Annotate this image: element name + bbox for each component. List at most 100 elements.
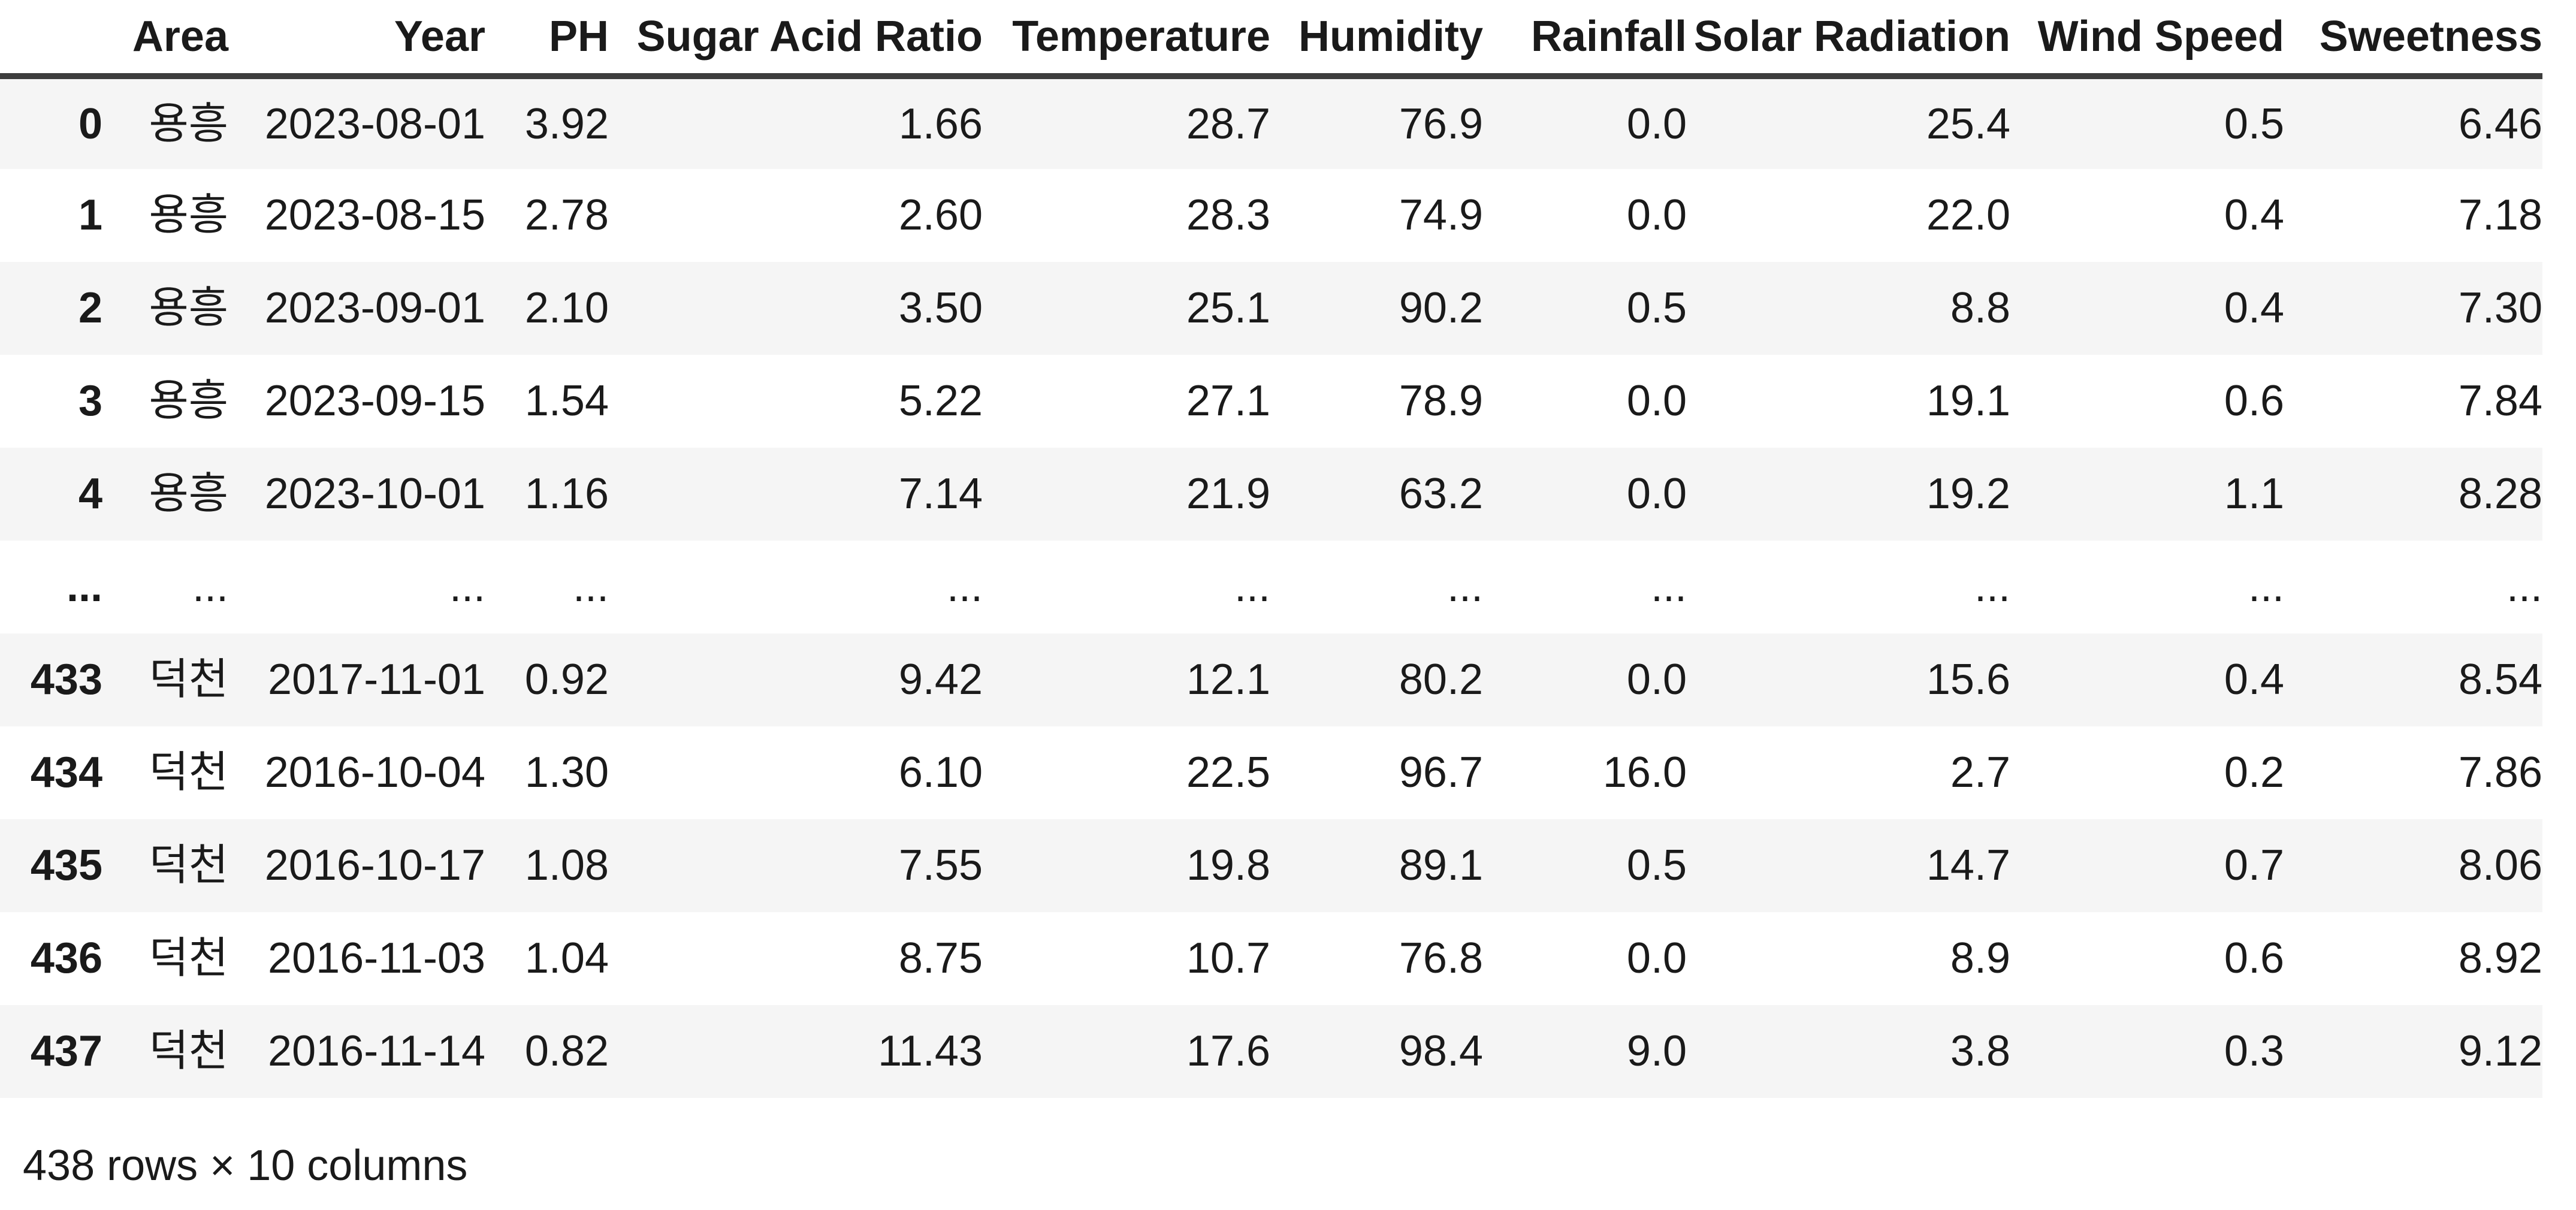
- column-header: Wind Speed: [2010, 0, 2284, 79]
- table-cell: 8.8: [1950, 284, 2010, 333]
- column-header: Sugar Acid Ratio: [609, 0, 983, 79]
- column-header: Rainfall: [1483, 0, 1687, 79]
- table-row: 435 덕천 2016-10-17 1.08 7.55 19.8 89.1 0.5 14.7 0.…: [0, 819, 2542, 912]
- table-cell: 6.10: [898, 749, 983, 797]
- table-cell: 3.92: [524, 99, 609, 148]
- table-cell: 용흥: [149, 99, 228, 148]
- table-cell: 2023-09-01: [264, 284, 485, 333]
- table-row: 2 용흥 2023-09-01 2.10 3.50 25.1 90.2 0.5 8.8 0.4 7.…: [0, 262, 2542, 355]
- table-cell: 0.2: [2224, 749, 2284, 797]
- table-cell: 덕천: [149, 1027, 228, 1076]
- table-cell: 2017-11-01: [268, 656, 485, 704]
- table-cell: 용흥: [149, 284, 228, 333]
- row-index: ...: [66, 563, 102, 611]
- table-cell: 12.1: [1186, 656, 1270, 704]
- table-cell: 용흥: [149, 191, 228, 240]
- table-cell: 0.4: [2224, 191, 2284, 240]
- table-cell: 7.18: [2458, 191, 2542, 240]
- table-cell: 80.2: [1399, 656, 1483, 704]
- table-cell: ...: [2248, 563, 2284, 611]
- table-cell: 15.6: [1926, 656, 2010, 704]
- table-cell: 19.1: [1926, 377, 2010, 426]
- table-cell: 90.2: [1399, 284, 1483, 333]
- table-cell: 9.0: [1626, 1027, 1687, 1076]
- row-index: 434: [30, 749, 102, 797]
- table-cell: 1.66: [898, 99, 983, 148]
- table-cell: 8.9: [1950, 934, 2010, 983]
- table-cell: 2.78: [524, 191, 609, 240]
- table-cell: 0.5: [2224, 99, 2284, 148]
- table-cell: 0.4: [2224, 656, 2284, 704]
- table-cell: 96.7: [1399, 749, 1483, 797]
- table-cell: 63.2: [1399, 470, 1483, 518]
- table-cell: 2023-08-15: [264, 191, 485, 240]
- table-cell: 2023-08-01: [264, 99, 485, 148]
- table-cell: 19.8: [1186, 841, 1270, 890]
- table-cell: 27.1: [1186, 377, 1270, 426]
- table-cell: 0.6: [2224, 377, 2284, 426]
- table-cell: ...: [449, 563, 485, 611]
- table-cell: 2016-11-14: [268, 1027, 485, 1076]
- table-cell: 2.10: [524, 284, 609, 333]
- table-cell: 0.5: [1626, 284, 1687, 333]
- table-cell: ...: [192, 563, 228, 611]
- row-index: 2: [78, 284, 102, 333]
- table-cell: 1.30: [524, 749, 609, 797]
- table-cell: 1.1: [2224, 470, 2284, 518]
- table-cell: 1.04: [524, 934, 609, 983]
- table-cell: 14.7: [1926, 841, 2010, 890]
- row-index: 0: [78, 99, 102, 148]
- table-row: 4 용흥 2023-10-01 1.16 7.14 21.9 63.2 0.0 19.2 1.1 8…: [0, 448, 2542, 541]
- table-cell: 0.0: [1626, 656, 1687, 704]
- table-cell: 78.9: [1399, 377, 1483, 426]
- row-index: 436: [30, 934, 102, 983]
- table-cell: 2023-10-01: [264, 470, 485, 518]
- table-cell: 21.9: [1186, 470, 1270, 518]
- table-row: 433 덕천 2017-11-01 0.92 9.42 12.1 80.2 0.0 15.6 0.…: [0, 633, 2542, 726]
- row-index: 3: [78, 377, 102, 426]
- table-cell: 0.7: [2224, 841, 2284, 890]
- table-cell: ...: [1234, 563, 1270, 611]
- table-cell: 7.55: [898, 841, 983, 890]
- table-cell: 0.5: [1626, 841, 1687, 890]
- column-header: PH: [485, 0, 609, 79]
- table-cell: 8.75: [898, 934, 983, 983]
- table-cell: 28.3: [1186, 191, 1270, 240]
- table-cell: ...: [2506, 563, 2542, 611]
- table-cell: 0.4: [2224, 284, 2284, 333]
- table-cell: 9.12: [2458, 1027, 2542, 1076]
- row-index: 435: [30, 841, 102, 890]
- table-cell: 덕천: [149, 934, 228, 983]
- table-cell: 2016-10-17: [264, 841, 485, 890]
- table-row: .................................: [0, 541, 2542, 633]
- table-cell: 7.86: [2458, 749, 2542, 797]
- table-cell: 0.0: [1626, 191, 1687, 240]
- table-cell: 76.8: [1399, 934, 1483, 983]
- table-cell: 11.43: [878, 1027, 983, 1076]
- table-cell: ...: [572, 563, 609, 611]
- table-cell: 28.7: [1186, 99, 1270, 148]
- column-header: Solar Radiation: [1687, 0, 2010, 79]
- table-cell: ...: [1650, 563, 1687, 611]
- table-cell: 2023-09-15: [264, 377, 485, 426]
- row-index: 437: [30, 1027, 102, 1076]
- table-cell: 8.28: [2458, 470, 2542, 518]
- table-cell: 1.16: [524, 470, 609, 518]
- row-index: 4: [78, 470, 102, 518]
- index-corner-header: [0, 0, 102, 79]
- table-cell: 1.54: [524, 377, 609, 426]
- table-row: 437 덕천 2016-11-14 0.82 11.43 17.6 98.4 9.0 3.8 0.…: [0, 1005, 2542, 1098]
- table-cell: 0.0: [1626, 377, 1687, 426]
- table-cell: 8.54: [2458, 656, 2542, 704]
- table-cell: 9.42: [898, 656, 983, 704]
- table-row: 3 용흥 2023-09-15 1.54 5.22 27.1 78.9 0.0 19.1 0.6 7…: [0, 355, 2542, 448]
- table-cell: 5.22: [898, 377, 983, 426]
- table-cell: 3.50: [898, 284, 983, 333]
- table-cell: 0.92: [524, 656, 609, 704]
- header-row: Area Year PH Sugar Acid Ratio Temperature Hum…: [0, 0, 2542, 79]
- table-cell: ...: [946, 563, 983, 611]
- table-body: 0 용흥 2023-08-01 3.92 1.66 28.7 76.9 0.0 25.4 0.5 6…: [0, 76, 2542, 1098]
- dataframe-table: Area Year PH Sugar Acid Ratio Temperature Hum…: [0, 0, 2542, 1098]
- table-cell: ...: [1446, 563, 1483, 611]
- table-row: 436 덕천 2016-11-03 1.04 8.75 10.7 76.8 0.0 8.9 0.6…: [0, 912, 2542, 1005]
